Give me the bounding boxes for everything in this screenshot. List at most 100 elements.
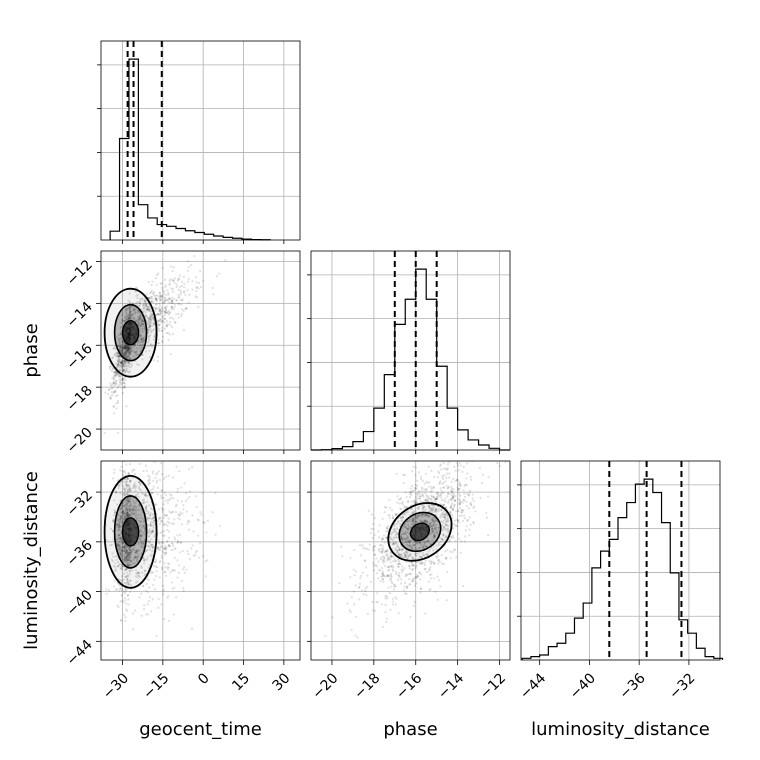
scatter-point: [122, 369, 125, 372]
scatter-point: [195, 281, 198, 284]
scatter-point: [138, 487, 141, 491]
scatter-point: [122, 319, 125, 323]
scatter-point: [170, 308, 173, 311]
scatter-point: [158, 517, 161, 521]
scatter-point: [123, 315, 127, 318]
scatter-point: [415, 575, 418, 578]
scatter-point: [115, 373, 118, 377]
scatter-point: [138, 519, 141, 522]
scatter-point: [124, 345, 127, 348]
scatter-point: [133, 485, 136, 488]
scatter-point: [123, 469, 126, 472]
scatter-point: [215, 275, 218, 278]
scatter-point: [382, 538, 385, 541]
scatter-point: [178, 518, 182, 521]
scatter-point: [169, 311, 172, 314]
scatter-point: [115, 558, 118, 561]
scatter-point: [157, 338, 160, 341]
scatter-point: [410, 500, 413, 503]
scatter-point: [441, 476, 444, 479]
scatter-point: [143, 569, 147, 572]
scatter-point: [428, 523, 431, 526]
scatter-point: [466, 519, 469, 522]
scatter-point: [396, 501, 399, 504]
scatter-point: [116, 518, 119, 521]
scatter-point: [128, 558, 131, 562]
scatter-point: [127, 497, 130, 500]
scatter-point: [140, 334, 143, 338]
scatter-point: [148, 305, 151, 308]
scatter-point: [126, 501, 129, 505]
scatter-point: [414, 487, 417, 491]
scatter-point: [423, 506, 426, 509]
scatter-point: [400, 537, 404, 540]
scatter-point: [434, 523, 438, 527]
scatter-point: [125, 350, 128, 353]
scatter-point: [197, 305, 200, 308]
scatter-point: [424, 492, 427, 495]
scatter-point: [173, 536, 176, 539]
scatter-point: [425, 514, 428, 517]
scatter-point: [403, 505, 406, 508]
scatter-point: [139, 315, 143, 318]
scatter-point: [127, 315, 131, 319]
scatter-point: [411, 580, 414, 583]
scatter-point: [391, 543, 394, 546]
scatter-point: [113, 511, 117, 514]
scatter-point: [125, 511, 128, 515]
scatter-point: [182, 508, 185, 511]
scatter-point: [411, 568, 414, 572]
scatter-point: [410, 507, 413, 511]
scatter-point: [159, 297, 162, 300]
scatter-point: [381, 578, 384, 581]
scatter-point: [158, 313, 162, 316]
y-tick-label: −20: [64, 425, 96, 457]
scatter-point: [200, 513, 203, 516]
scatter-point: [446, 501, 450, 504]
scatter-point: [457, 483, 461, 486]
scatter-point: [389, 608, 392, 611]
scatter-point: [164, 300, 167, 303]
scatter-point: [145, 558, 149, 561]
scatter-point: [457, 510, 460, 513]
scatter-point: [447, 499, 450, 502]
scatter-point: [390, 537, 393, 541]
scatter-point: [156, 294, 159, 297]
scatter-point: [152, 344, 155, 347]
scatter-point: [158, 561, 161, 564]
scatter-point: [184, 307, 187, 310]
scatter-point: [185, 510, 188, 513]
scatter-point: [175, 503, 178, 506]
scatter-point: [124, 368, 128, 371]
scatter-point: [451, 495, 455, 499]
scatter-point: [174, 321, 177, 324]
scatter-point: [435, 556, 438, 559]
y-tick-label: −40: [64, 587, 96, 619]
scatter-point: [426, 481, 429, 485]
scatter-point: [433, 536, 436, 539]
scatter-point: [386, 548, 389, 552]
scatter-point: [126, 349, 129, 352]
scatter-point: [130, 515, 133, 518]
scatter-point: [140, 297, 144, 300]
hist-geocent-time-panel-background: [101, 41, 300, 240]
scatter-point: [432, 524, 435, 527]
scatter-point: [163, 534, 166, 537]
scatter-point: [148, 477, 151, 481]
scatter-point: [157, 329, 160, 332]
scatter-point: [165, 309, 168, 312]
scatter-point: [396, 563, 399, 566]
scatter-point: [439, 464, 442, 467]
scatter-point: [159, 295, 162, 298]
scatter-point: [131, 508, 134, 511]
scatter-point: [125, 513, 128, 516]
scatter-point: [164, 310, 167, 313]
scatter-point: [438, 526, 441, 529]
scatter-point: [119, 374, 122, 378]
scatter-point: [179, 513, 182, 516]
scatter-point: [127, 347, 130, 350]
scatter-point: [117, 545, 120, 548]
scatter-point: [352, 568, 355, 571]
scatter-point: [125, 571, 128, 574]
scatter-point: [377, 568, 381, 572]
